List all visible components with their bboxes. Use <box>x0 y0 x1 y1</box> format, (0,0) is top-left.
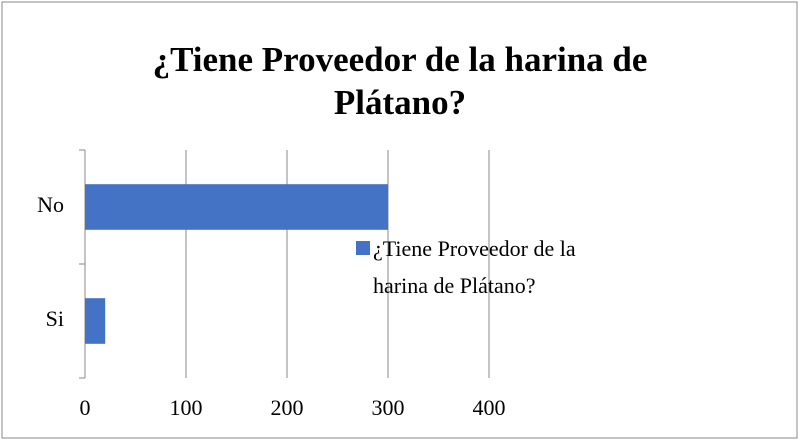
x-tick-label: 0 <box>80 395 91 420</box>
x-tick-label: 200 <box>271 395 304 420</box>
x-tick-label: 300 <box>372 395 405 420</box>
x-tick-label: 400 <box>473 395 506 420</box>
x-tick-label: 100 <box>170 395 203 420</box>
y-tick-label: Si <box>46 306 64 331</box>
bar <box>85 184 388 230</box>
y-tick-label: No <box>37 192 64 217</box>
legend-label: ¿Tiene Proveedor de la harina de Plátano… <box>373 236 576 298</box>
bar <box>85 298 106 344</box>
chart-title: ¿Tiene Proveedor de la harina de Plátano… <box>152 40 648 122</box>
legend-key <box>356 241 370 255</box>
